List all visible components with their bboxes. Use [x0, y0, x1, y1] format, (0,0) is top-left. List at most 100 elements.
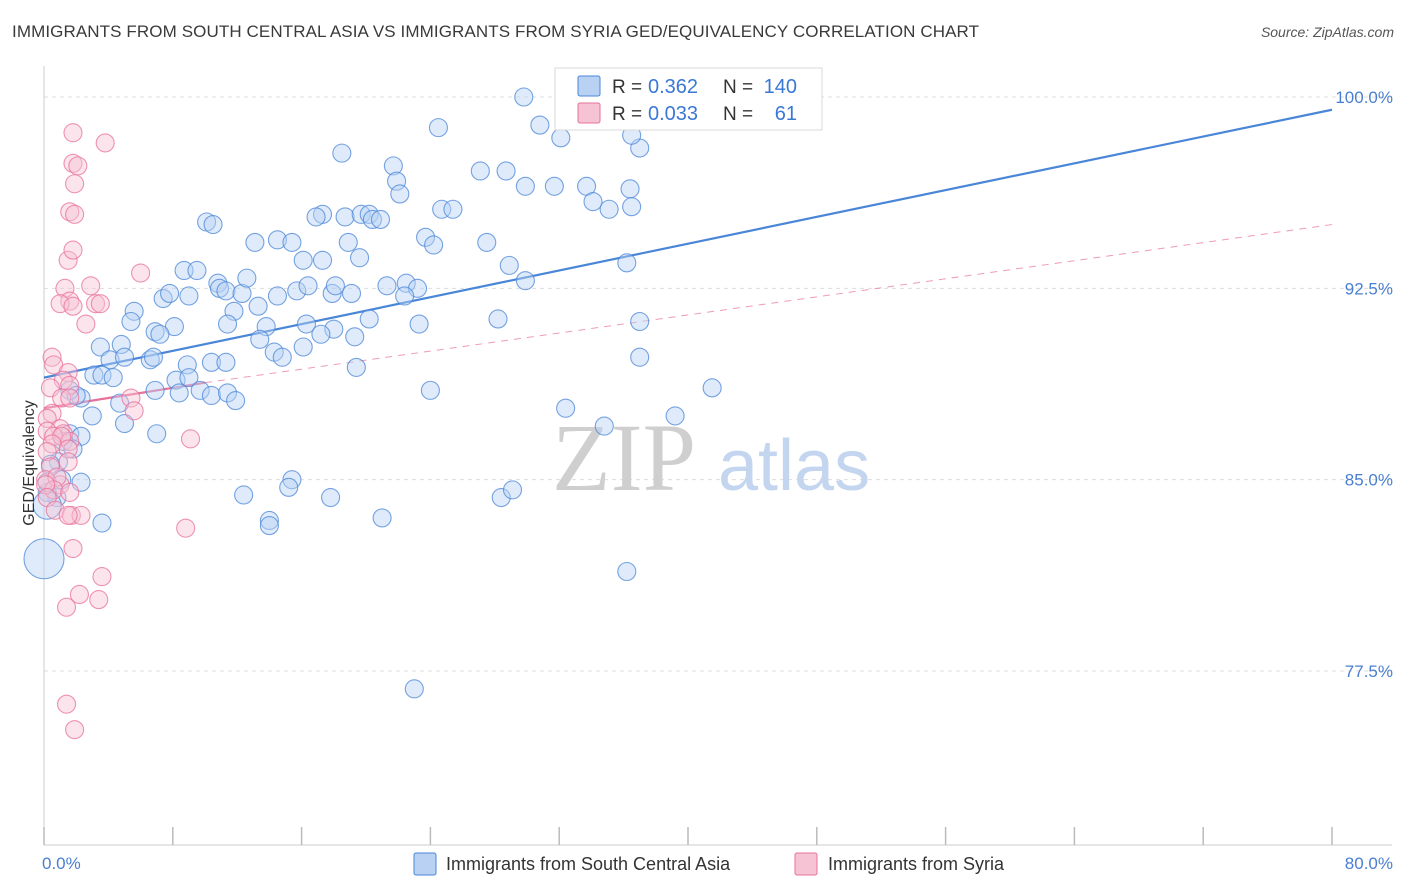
point-syria	[65, 204, 85, 224]
point-syria	[63, 296, 83, 316]
chart-title: IMMIGRANTS FROM SOUTH CENTRAL ASIA VS IM…	[12, 22, 980, 41]
point-south-central-asia	[306, 207, 326, 227]
point-syria	[85, 294, 106, 314]
point-syria	[60, 482, 80, 502]
point-south-central-asia	[325, 276, 345, 296]
point-south-central-asia	[293, 337, 313, 357]
point-syria	[50, 475, 70, 495]
data-points	[23, 87, 722, 740]
stats-r-value-1: 0.362	[648, 76, 698, 98]
watermark: ZIP atlas	[552, 404, 870, 511]
point-syria	[40, 457, 60, 477]
point-south-central-asia	[250, 329, 270, 349]
point-syria	[63, 538, 83, 559]
stats-r-value-2: 0.033	[648, 103, 698, 125]
point-south-central-asia	[187, 260, 207, 281]
point-syria	[121, 388, 141, 408]
point-south-central-asia	[515, 176, 535, 196]
point-south-central-asia	[103, 368, 123, 388]
point-south-central-asia	[496, 161, 516, 181]
point-syria	[65, 174, 85, 194]
point-south-central-asia	[143, 347, 164, 367]
stats-n-label-2: N =	[723, 104, 753, 125]
axes	[43, 66, 1392, 846]
legend-label-south-central-asia: Immigrants from South Central Asia	[446, 854, 731, 874]
point-south-central-asia	[583, 192, 603, 212]
point-south-central-asia	[179, 286, 199, 306]
point-south-central-asia	[620, 179, 640, 199]
point-syria	[58, 452, 78, 472]
point-syria	[37, 421, 57, 441]
point-south-central-asia	[82, 406, 102, 426]
stats-r-label-1: R =	[612, 77, 642, 98]
point-south-central-asia	[272, 347, 292, 367]
point-syria	[180, 429, 201, 449]
trendlines	[43, 108, 1333, 410]
y-tick-label: 85.0%	[1345, 471, 1393, 490]
point-south-central-asia	[617, 561, 637, 582]
point-syria	[90, 294, 110, 314]
point-syria	[58, 505, 78, 525]
legend-swatch-south-central-asia	[413, 852, 437, 876]
point-south-central-asia	[377, 276, 397, 296]
point-south-central-asia	[267, 230, 288, 250]
legend-label-syria: Immigrants from Syria	[828, 854, 1005, 874]
point-syria	[37, 442, 57, 462]
point-south-central-asia	[190, 380, 210, 400]
point-south-central-asia	[140, 350, 160, 370]
point-syria	[81, 276, 101, 296]
watermark-atlas: atlas	[718, 426, 870, 506]
stats-r-label-2: R =	[612, 104, 642, 125]
point-south-central-asia	[111, 334, 131, 355]
point-south-central-asia	[179, 368, 199, 388]
point-syria	[52, 388, 72, 408]
point-syria	[89, 590, 109, 610]
point-syria	[76, 314, 96, 334]
point-south-central-asia	[282, 232, 302, 252]
point-south-central-asia	[259, 516, 279, 536]
stats-n-value-1: 140	[764, 76, 797, 98]
point-south-central-asia	[665, 406, 685, 426]
point-south-central-asia	[617, 253, 637, 273]
point-south-central-asia	[335, 207, 355, 227]
point-south-central-asia	[395, 286, 415, 306]
point-south-central-asia	[217, 383, 238, 403]
point-south-central-asia	[514, 87, 534, 107]
point-syria	[47, 467, 67, 487]
point-south-central-asia	[114, 347, 135, 367]
point-syria	[63, 123, 83, 143]
point-south-central-asia	[556, 398, 576, 418]
point-syria	[55, 278, 75, 298]
point-syria	[131, 263, 151, 283]
point-south-central-asia	[551, 128, 571, 148]
point-south-central-asia	[150, 324, 170, 344]
point-south-central-asia	[279, 477, 299, 497]
series-legend: Immigrants from South Central Asia Immig…	[413, 852, 1005, 876]
point-south-central-asia	[248, 296, 268, 316]
point-south-central-asia	[424, 235, 444, 255]
y-tick-label: 77.5%	[1345, 662, 1393, 681]
point-syria	[68, 156, 88, 176]
trendline-south-central-asia	[43, 108, 1333, 379]
point-syria	[60, 388, 80, 408]
point-syria	[124, 401, 144, 421]
point-south-central-asia	[121, 311, 141, 332]
point-south-central-asia	[201, 352, 221, 372]
point-south-central-asia	[477, 232, 497, 252]
y-tick-label: 92.5%	[1345, 279, 1393, 298]
point-south-central-asia	[350, 248, 370, 268]
point-south-central-asia	[622, 197, 642, 217]
point-syria	[58, 250, 78, 270]
point-south-central-asia	[298, 276, 318, 296]
point-south-central-asia	[124, 301, 144, 321]
point-south-central-asia	[296, 314, 316, 334]
chart-source: Source: ZipAtlas.com	[1260, 24, 1394, 40]
y-tick-labels: 100.0% 92.5% 85.0% 77.5%	[1335, 88, 1393, 681]
watermark-zip: ZIP	[552, 404, 696, 511]
point-south-central-asia	[594, 416, 614, 436]
point-syria	[56, 694, 77, 714]
point-south-central-asia	[153, 288, 173, 309]
point-south-central-asia	[226, 391, 246, 411]
point-south-central-asia	[488, 309, 508, 329]
